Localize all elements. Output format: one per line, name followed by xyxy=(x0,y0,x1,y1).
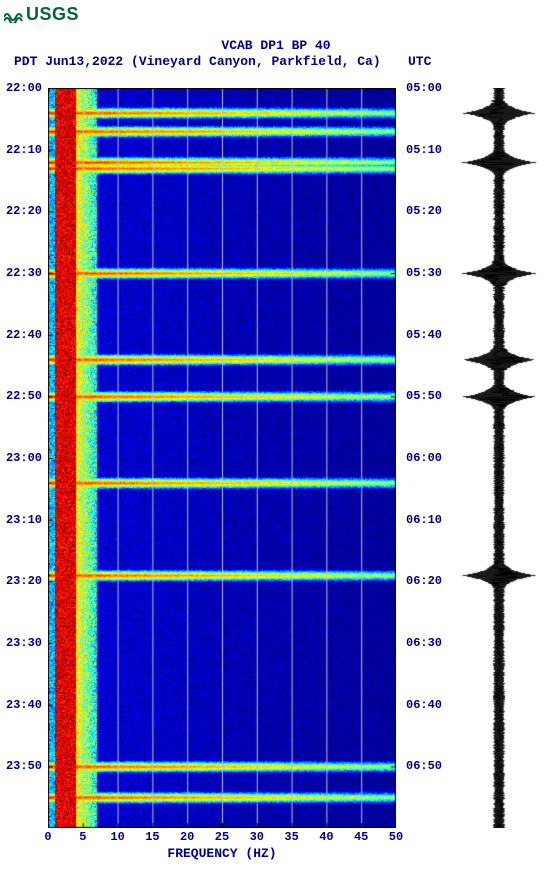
x-tick-label: 5 xyxy=(79,830,86,844)
right-tick-label: 06:50 xyxy=(406,759,442,773)
x-tick-label: 15 xyxy=(145,830,159,844)
chart-subtitle: PDT Jun13,2022 (Vineyard Canyon, Parkfie… xyxy=(14,54,381,69)
right-tick-label: 05:10 xyxy=(406,143,442,157)
left-tick-label: 22:10 xyxy=(6,143,42,157)
spectrogram-canvas xyxy=(48,88,396,828)
left-tick-label: 22:20 xyxy=(6,204,42,218)
seismogram-canvas xyxy=(460,88,538,828)
left-tick-label: 23:10 xyxy=(6,513,42,527)
left-tick-label: 22:40 xyxy=(6,328,42,342)
x-tick-label: 30 xyxy=(250,830,264,844)
spectrogram-plot xyxy=(48,88,396,828)
usgs-logo: USGS xyxy=(4,4,79,25)
left-tick-label: 23:00 xyxy=(6,451,42,465)
left-tick-label: 23:30 xyxy=(6,636,42,650)
x-tick-label: 20 xyxy=(180,830,194,844)
right-tick-label: 05:00 xyxy=(406,81,442,95)
x-tick-label: 45 xyxy=(354,830,368,844)
right-tick-label: 06:20 xyxy=(406,574,442,588)
utc-label: UTC xyxy=(408,54,431,69)
left-tick-label: 22:50 xyxy=(6,389,42,403)
left-tick-label: 23:20 xyxy=(6,574,42,588)
x-tick-label: 40 xyxy=(319,830,333,844)
chart-title: VCAB DP1 BP 40 xyxy=(0,38,552,53)
right-tick-label: 05:30 xyxy=(406,266,442,280)
wave-icon xyxy=(4,7,24,23)
x-tick-label: 50 xyxy=(389,830,403,844)
right-time-axis: 05:0005:1005:2005:3005:4005:5006:0006:10… xyxy=(398,88,448,828)
logo-text: USGS xyxy=(26,4,79,25)
x-tick-label: 25 xyxy=(215,830,229,844)
left-tick-label: 23:40 xyxy=(6,698,42,712)
right-tick-label: 06:10 xyxy=(406,513,442,527)
left-tick-label: 22:00 xyxy=(6,81,42,95)
x-tick-label: 35 xyxy=(284,830,298,844)
right-tick-label: 05:50 xyxy=(406,389,442,403)
left-tick-label: 22:30 xyxy=(6,266,42,280)
right-tick-label: 06:40 xyxy=(406,698,442,712)
right-tick-label: 06:00 xyxy=(406,451,442,465)
x-tick-label: 0 xyxy=(44,830,51,844)
seismogram-plot xyxy=(460,88,538,828)
x-axis-label: FREQUENCY (HZ) xyxy=(48,846,396,861)
right-tick-label: 05:20 xyxy=(406,204,442,218)
right-tick-label: 06:30 xyxy=(406,636,442,650)
left-tick-label: 23:50 xyxy=(6,759,42,773)
right-tick-label: 05:40 xyxy=(406,328,442,342)
left-time-axis: 22:0022:1022:2022:3022:4022:5023:0023:10… xyxy=(0,88,46,828)
x-tick-label: 10 xyxy=(110,830,124,844)
